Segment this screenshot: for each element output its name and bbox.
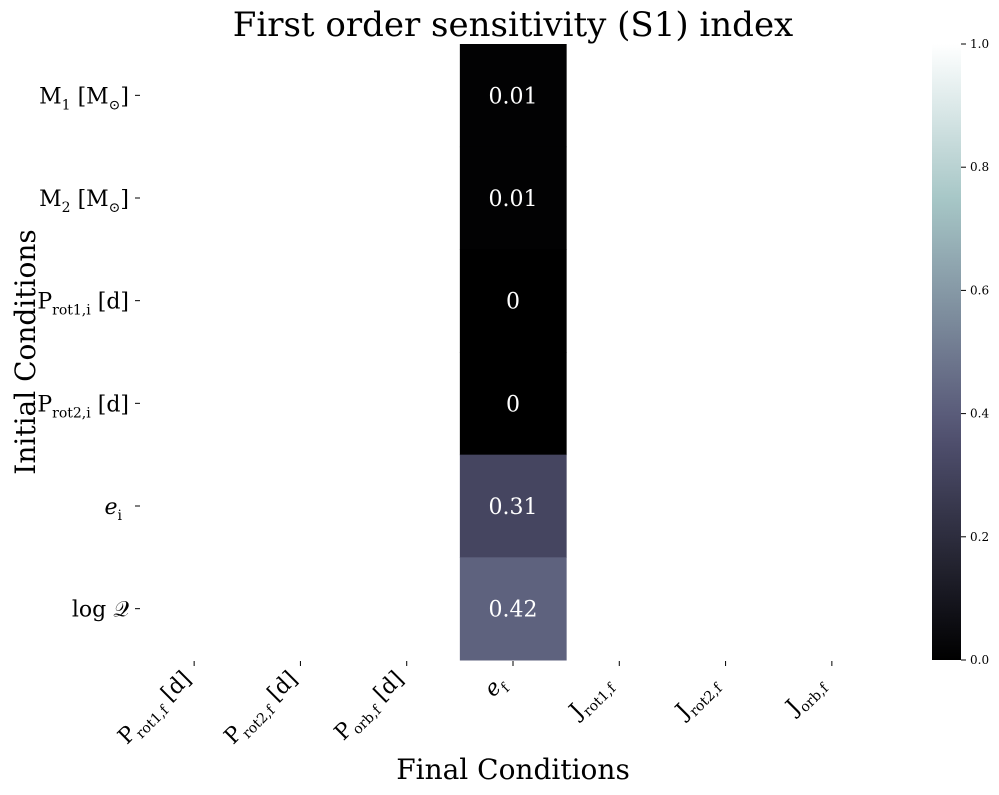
x-tick-label: Jrot2,f bbox=[670, 667, 731, 728]
colorbar-gradient bbox=[932, 44, 961, 660]
colorbar: 0.0 0.2 0.4 0.6 0.8 1.0 bbox=[932, 37, 989, 667]
colorbar-tick-label: 1.0 bbox=[970, 37, 989, 51]
x-axis-ticks: Prot1,f [d]Prot2,f [d] Porb,f [d] ef Jrot1… bbox=[113, 661, 837, 753]
chart-title: First order sensitivity (S1) index bbox=[233, 5, 794, 45]
colorbar-tick-label: 0.2 bbox=[970, 530, 989, 544]
cell-annotation: 0.01 bbox=[489, 187, 538, 212]
heatmap-cell bbox=[459, 352, 567, 456]
heatmap-cell bbox=[459, 454, 567, 558]
y-tick-label: M2 [M⊙] bbox=[39, 187, 129, 216]
y-axis-label: Initial Conditions bbox=[9, 229, 42, 474]
x-tick-label: ef bbox=[480, 667, 518, 705]
x-axis-label: Final Conditions bbox=[396, 753, 630, 786]
heatmap-cells bbox=[459, 44, 567, 661]
cell-annotation: 0.01 bbox=[489, 84, 538, 109]
x-tick-label: Porb,f [d] bbox=[330, 667, 412, 749]
colorbar-tick-label: 0.0 bbox=[970, 653, 989, 667]
x-tick-label: Prot2,f [d] bbox=[220, 667, 306, 753]
y-tick-label: Prot2,i [d] bbox=[37, 392, 129, 421]
colorbar-tick-label: 0.8 bbox=[970, 160, 989, 174]
y-tick-label: log 𝒬 bbox=[72, 598, 129, 623]
heatmap-cell bbox=[459, 557, 567, 661]
heatmap-cell bbox=[459, 44, 567, 148]
x-tick-label: Prot1,f [d] bbox=[113, 667, 199, 753]
heatmap-cell bbox=[459, 146, 567, 250]
cell-annotation: 0 bbox=[506, 392, 520, 417]
heatmap-cell bbox=[459, 249, 567, 353]
cell-annotations: 0.01 0.01 0 0 0.31 0.42 bbox=[489, 84, 538, 622]
x-tick-label: Jrot1,f bbox=[563, 667, 624, 728]
y-axis-ticks: M1 [M⊙] M2 [M⊙] Prot1,i [d] Prot2,i [d] ei l… bbox=[37, 84, 140, 623]
cell-annotation: 0 bbox=[506, 290, 520, 315]
y-tick-label: ei bbox=[104, 495, 129, 524]
colorbar-tick-label: 0.6 bbox=[970, 283, 989, 297]
colorbar-tick-label: 0.4 bbox=[970, 407, 989, 421]
y-tick-label: M1 [M⊙] bbox=[39, 84, 129, 113]
cell-annotation: 0.31 bbox=[489, 495, 538, 520]
y-tick-label: Prot1,i [d] bbox=[37, 290, 129, 319]
cell-annotation: 0.42 bbox=[489, 598, 538, 623]
x-tick-label: Jorb,f bbox=[780, 667, 837, 724]
